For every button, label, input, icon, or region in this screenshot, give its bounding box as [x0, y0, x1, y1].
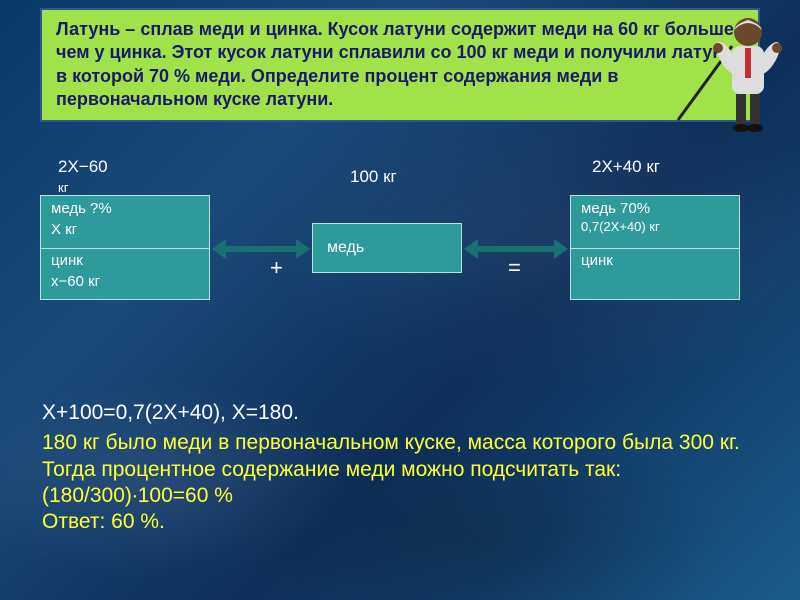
right-box-copper: медь 70% 0,7(2X+40) кг [571, 196, 739, 248]
left-box-zinc: цинк x−60 кг [41, 248, 209, 300]
problem-statement: Латунь – сплав меди и цинка. Кусок латун… [40, 8, 760, 122]
solution-final-answer: Ответ: 60 %. [42, 509, 762, 535]
right-box: медь 70% 0,7(2X+40) кг цинк [570, 195, 740, 300]
teacher-illustration [670, 10, 790, 140]
left-box-top-label: 2X−60 кг [58, 157, 108, 197]
right-box-top-label: 2X+40 кг [592, 157, 660, 177]
problem-text: Латунь – сплав меди и цинка. Кусок латун… [56, 19, 739, 109]
arrow-left-icon [212, 237, 310, 261]
solution-equation: X+100=0,7(2X+40), X=180. [42, 400, 762, 426]
solution-explanation: 180 кг было меди в первоначальном куске,… [42, 430, 762, 509]
middle-box: медь [312, 223, 462, 273]
arrow-right-icon [464, 237, 568, 261]
right-box-zinc: цинк [571, 248, 739, 300]
diagram: 2X−60 кг 100 кг 2X+40 кг медь ?% X кг ци… [40, 175, 760, 335]
solution-block: X+100=0,7(2X+40), X=180. 180 кг было мед… [42, 400, 762, 535]
left-box: медь ?% X кг цинк x−60 кг [40, 195, 210, 300]
middle-box-top-label: 100 кг [350, 167, 397, 187]
left-box-copper: медь ?% X кг [41, 196, 209, 248]
